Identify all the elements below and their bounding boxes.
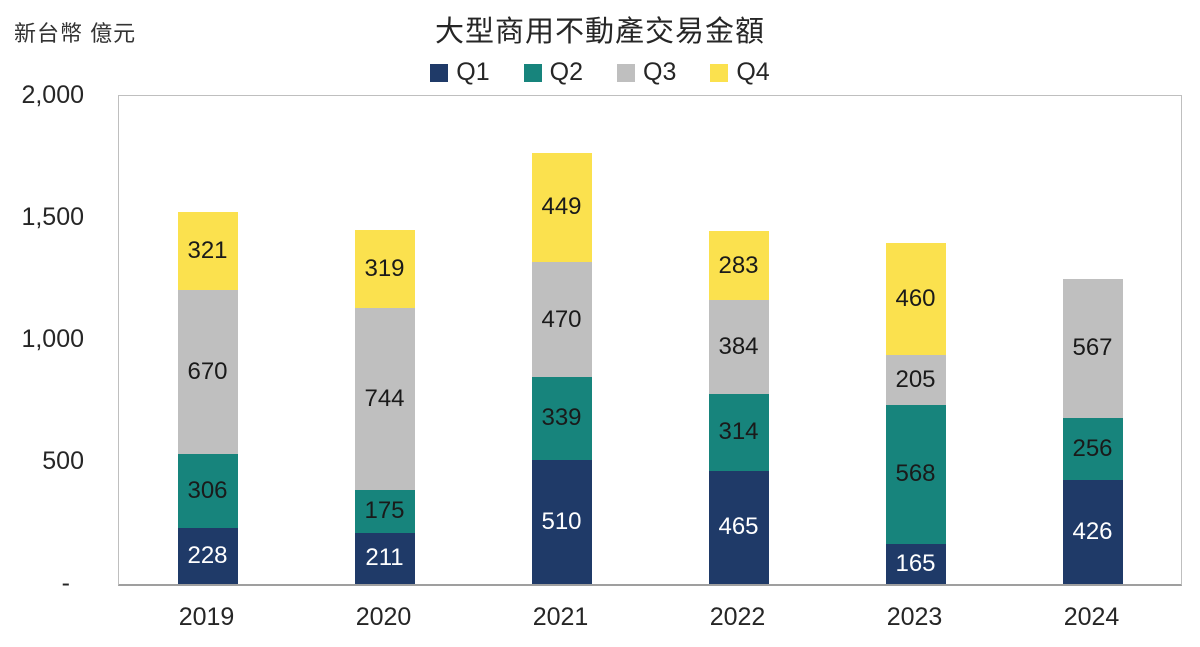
x-tick-label: 2021 — [532, 603, 589, 631]
data-label: 165 — [895, 549, 936, 577]
bar-segment-2021-q3: 470 — [531, 262, 592, 377]
data-label: 319 — [364, 255, 405, 283]
plot-area: 228 306 670 321 211 175 744 319 510 339 470 449 465 3… — [118, 95, 1182, 586]
bar-segment-2023-q1: 165 — [885, 543, 946, 584]
bar-segment-2019-q4: 321 — [177, 211, 238, 291]
legend-swatch-q1 — [430, 63, 449, 82]
data-label: 211 — [365, 544, 404, 572]
bar-segment-2019-q1: 228 — [177, 528, 238, 584]
data-label: 670 — [187, 357, 228, 385]
legend-item-q4: Q4 — [710, 58, 770, 87]
legend-swatch-q3 — [617, 63, 635, 82]
legend-item-q2: Q2 — [523, 58, 583, 87]
bar-segment-2024-q2: 256 — [1062, 417, 1123, 481]
data-label: 175 — [364, 497, 405, 525]
bar-segment-2019-q2: 306 — [177, 453, 238, 529]
data-label: 460 — [895, 285, 936, 313]
legend: Q1 Q2 Q3 Q4 — [0, 58, 1200, 87]
bar-segment-2024-q1: 426 — [1062, 480, 1123, 584]
x-tick-label: 2024 — [1063, 603, 1120, 631]
legend-swatch-q2 — [523, 63, 542, 82]
bar-segment-2022-q1: 465 — [708, 470, 769, 584]
bar-segment-2021-q2: 339 — [531, 376, 592, 460]
bar-segment-2020-q3: 744 — [354, 308, 415, 490]
bar-segment-2020-q2: 175 — [354, 489, 415, 533]
data-label: 744 — [364, 385, 405, 413]
bar-segment-2020-q1: 211 — [354, 532, 415, 584]
chart-title: 大型商用不動產交易金額 — [434, 16, 765, 48]
y-tick-label: - — [61, 569, 70, 597]
bar-segment-2021-q4: 449 — [531, 152, 592, 263]
data-label: 228 — [187, 542, 228, 570]
y-axis-unit-label: 新台幣 億元 — [14, 21, 137, 46]
data-label: 256 — [1072, 434, 1113, 462]
data-label: 426 — [1072, 518, 1113, 546]
bar-segment-2023-q4: 460 — [885, 242, 946, 356]
x-tick-label: 2022 — [709, 603, 766, 631]
legend-item-q3: Q3 — [617, 58, 676, 87]
legend-label: Q1 — [456, 58, 490, 86]
data-label: 568 — [895, 460, 936, 488]
bar-segment-2022-q4: 283 — [708, 231, 769, 301]
y-tick-label: 2,000 — [21, 81, 84, 109]
bar-segment-2023-q2: 568 — [885, 405, 946, 544]
data-label: 567 — [1072, 334, 1113, 362]
legend-label: Q4 — [736, 58, 770, 86]
legend-label: Q2 — [549, 58, 583, 86]
data-label: 314 — [718, 418, 759, 446]
bar-segment-2020-q4: 319 — [354, 230, 415, 309]
data-label: 339 — [541, 404, 582, 432]
bar-segment-2022-q2: 314 — [708, 393, 769, 471]
bar-segment-2023-q3: 205 — [885, 355, 946, 406]
y-tick-label: 1,000 — [21, 325, 84, 353]
x-tick-label: 2019 — [178, 603, 235, 631]
data-label: 283 — [718, 251, 759, 279]
data-label: 470 — [541, 305, 582, 333]
data-label: 510 — [541, 507, 582, 535]
legend-item-q1: Q1 — [430, 58, 490, 87]
data-label: 449 — [541, 193, 582, 221]
data-label: 321 — [187, 237, 228, 265]
data-label: 465 — [718, 513, 759, 541]
bar-segment-2021-q1: 510 — [531, 459, 592, 584]
bar-segment-2024-q3: 567 — [1062, 279, 1123, 418]
y-tick-label: 500 — [42, 447, 84, 475]
y-tick-label: 1,500 — [21, 203, 84, 231]
bar-segment-2019-q3: 670 — [177, 290, 238, 454]
x-tick-label: 2020 — [355, 603, 412, 631]
data-label: 205 — [895, 366, 936, 394]
x-tick-label: 2023 — [886, 603, 943, 631]
legend-swatch-q4 — [710, 63, 729, 82]
data-label: 306 — [187, 477, 228, 505]
legend-label: Q3 — [643, 58, 677, 86]
data-label: 384 — [718, 333, 759, 361]
bar-segment-2022-q3: 384 — [708, 300, 769, 394]
